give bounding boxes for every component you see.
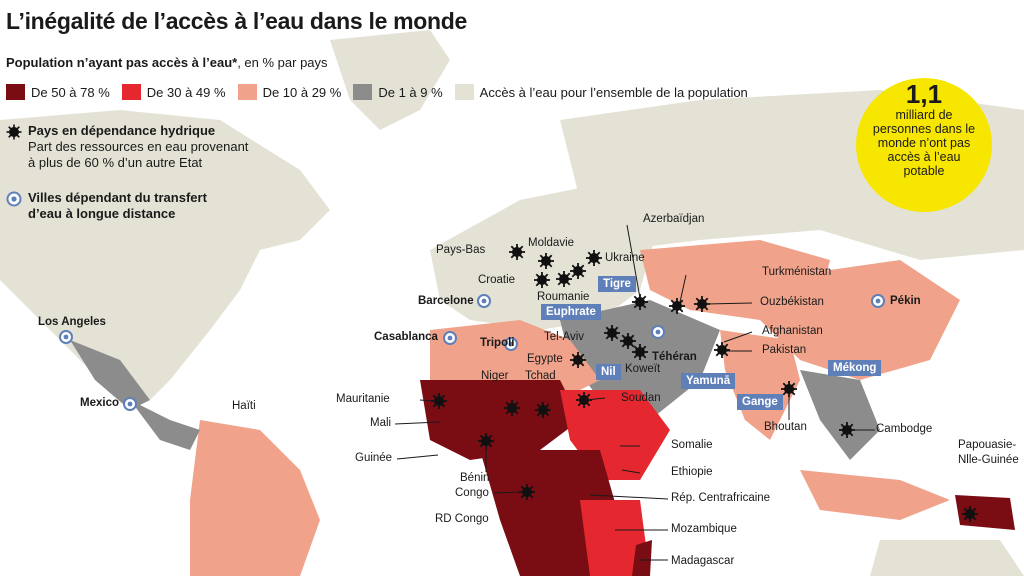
city-label-teheran: Téhéran [652, 351, 697, 363]
southeast-asia-land [800, 370, 880, 460]
starburst-icon [6, 124, 22, 140]
india-land [720, 330, 800, 440]
stat-badge-text: milliard de personnes dans le monde n’on… [872, 108, 976, 178]
southern-africa-land [580, 500, 650, 576]
country-label-turkmenistan: Turkménistan [762, 266, 832, 278]
country-label-roumanie: Roumanie [537, 291, 590, 303]
stat-badge: 1,1 milliard de personnes dans le monde … [856, 78, 992, 212]
south-america-land [190, 420, 320, 576]
legend-swatch [237, 84, 257, 100]
legend-swatch [454, 84, 474, 100]
country-label-congo: Congo [455, 487, 489, 499]
country-label-egypte: Egypte [527, 353, 563, 365]
australia-land [870, 540, 1024, 576]
city-target-icon [6, 191, 22, 207]
country-label-cambodge: Cambodge [876, 423, 933, 435]
country-label-niger: Niger [481, 370, 509, 382]
legend-swatch [121, 84, 141, 100]
central-africa-land [480, 450, 620, 576]
country-label-afghanistan: Afghanistan [762, 325, 823, 337]
hydric-title: Pays en dépendance hydrique [28, 123, 216, 138]
country-label-tchad: Tchad [525, 370, 556, 382]
legend-hydric-dependence: Pays en dépendance hydrique Part des res… [6, 123, 248, 171]
country-label-rep-centrafricaine: Rép. Centrafricaine [671, 492, 771, 504]
country-label-mauritanie: Mauritanie [336, 393, 390, 405]
country-label-papouasie-1: Papouasie- [958, 439, 1017, 451]
sahel-land [420, 380, 580, 460]
country-label-moldavie: Moldavie [528, 237, 575, 249]
madagascar-land [632, 540, 652, 576]
country-label-tel-aviv: Tel-Aviv [544, 331, 585, 343]
country-label-madagascar: Madagascar [671, 555, 735, 567]
legend-item-30-49: De 30 à 49 % [121, 84, 226, 100]
country-label-soudan: Soudan [621, 392, 661, 404]
legend-item-1-9: De 1 à 9 % [353, 84, 443, 100]
map-title: L’inégalité de l’accès à l’eau dans le m… [6, 8, 468, 34]
country-label-koweit: Koweït [625, 363, 661, 375]
country-label-rd-congo: RD Congo [435, 513, 489, 525]
legend-label: Accès à l’eau pour l’ensemble de la popu… [479, 84, 748, 100]
country-label-ethiopie: Ethiopie [671, 466, 713, 478]
city-label-mexico: Mexico [80, 397, 119, 409]
legend: De 50 à 78 % De 30 à 49 % De 10 à 29 % D… [6, 84, 760, 100]
hydric-desc-2: à plus de 60 % d’un autre Etat [28, 155, 203, 170]
indonesia-land [800, 470, 950, 520]
country-label-benin: Bénin [460, 472, 490, 484]
china-land [760, 260, 960, 380]
hydric-desc-1: Part des ressources en eau provenant [28, 139, 249, 154]
stat-badge-value: 1,1 [905, 79, 943, 109]
river-label-tigre: Tigre [598, 276, 636, 292]
legend-swatch [6, 84, 25, 100]
greenland-land [330, 30, 450, 130]
river-label-gange: Gange [737, 394, 783, 410]
central-america-land [130, 400, 200, 450]
city-label-los-angeles: Los Angeles [38, 316, 106, 328]
legend-swatch [353, 84, 373, 100]
legend-item-50-78: De 50 à 78 % [6, 84, 110, 100]
legend-item-10-29: De 10 à 29 % [237, 84, 342, 100]
legend-water-transfer-cities: Villes dépendant du transfert d’eau à lo… [6, 190, 207, 222]
city-label-tripoli: Tripoli [480, 337, 515, 349]
country-label-mali: Mali [370, 417, 392, 429]
city-label-pekin: Pékin [890, 295, 921, 307]
country-label-bhoutan: Bhoutan [764, 421, 807, 433]
country-label-pakistan: Pakistan [762, 344, 807, 356]
country-label-ouzbekistan: Ouzbékistan [760, 296, 824, 308]
country-label-haiti: Haïti [232, 400, 256, 412]
country-label-mozambique: Mozambique [671, 523, 737, 535]
cities-title-2: d’eau à longue distance [28, 206, 176, 221]
north-america-land [0, 110, 330, 410]
subtitle-unit: , en % par pays [237, 55, 328, 70]
mexico-land [70, 340, 150, 410]
legend-label: De 10 à 29 % [262, 84, 342, 100]
legend-label: De 1 à 9 % [378, 84, 443, 100]
country-label-somalie: Somalie [671, 439, 713, 451]
country-label-croatie: Croatie [478, 274, 516, 286]
legend-label: De 30 à 49 % [146, 84, 226, 100]
river-label-nil: Nil [596, 364, 621, 380]
map-subtitle: Population n’ayant pas accès à l’eau*, e… [6, 55, 328, 70]
country-label-pays-bas: Pays-Bas [436, 244, 486, 256]
country-label-ukraine: Ukraine [605, 252, 645, 264]
country-label-azerbaidjan: Azerbaïdjan [643, 213, 705, 225]
country-label-papouasie-2: Nlle-Guinée [958, 454, 1019, 466]
legend-label: De 50 à 78 % [31, 84, 110, 100]
city-label-barcelone: Barcelone [418, 295, 474, 307]
river-label-yamuna: Yamunā [681, 373, 736, 389]
city-label-casablanca: Casablanca [374, 331, 438, 343]
legend-item-full-access: Accès à l’eau pour l’ensemble de la popu… [454, 84, 748, 100]
subtitle-main: Population n’ayant pas accès à l’eau* [6, 55, 238, 70]
papua-land [955, 495, 1015, 530]
river-label-mekong: Mékong [828, 360, 882, 376]
cities-title-1: Villes dépendant du transfert [28, 190, 207, 205]
country-label-guinee: Guinée [355, 452, 393, 464]
river-label-euphrate: Euphrate [541, 304, 601, 320]
